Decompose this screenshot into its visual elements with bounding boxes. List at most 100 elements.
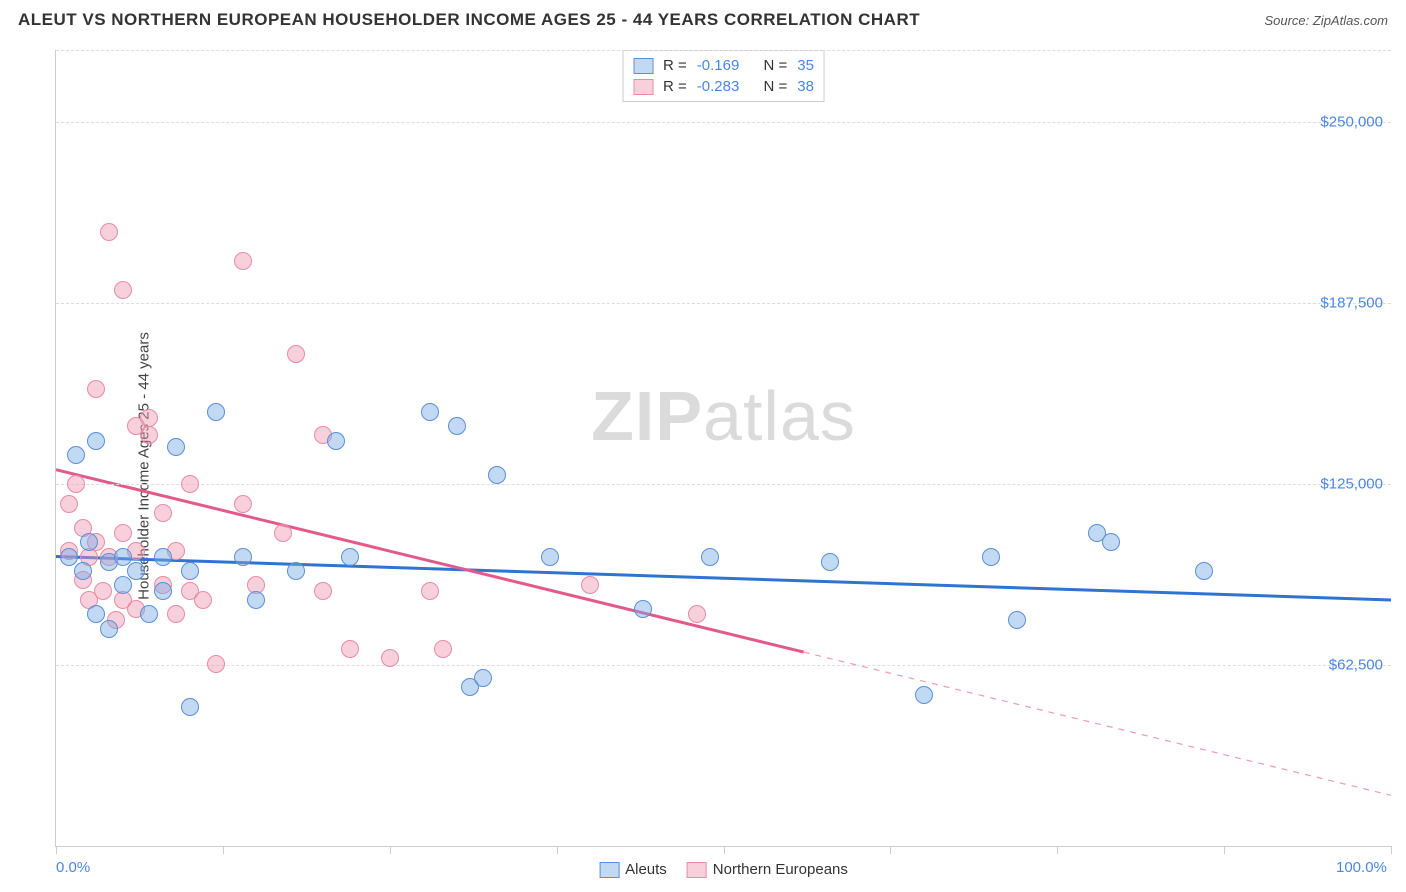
data-point-aleuts — [154, 582, 172, 600]
swatch-neuro — [687, 862, 707, 878]
data-point-neuro — [114, 281, 132, 299]
gridline — [56, 122, 1391, 123]
data-point-neuro — [154, 504, 172, 522]
series-legend: Aleuts Northern Europeans — [599, 861, 848, 878]
x-tick — [1224, 846, 1225, 854]
data-point-aleuts — [821, 553, 839, 571]
gridline — [56, 484, 1391, 485]
data-point-neuro — [287, 345, 305, 363]
gridline — [56, 665, 1391, 666]
data-point-aleuts — [421, 403, 439, 421]
data-point-aleuts — [541, 548, 559, 566]
watermark: ZIPatlas — [591, 376, 856, 456]
legend-item-neuro: Northern Europeans — [687, 861, 848, 878]
x-tick-label: 100.0% — [1336, 859, 1387, 876]
r-label: R = — [663, 78, 687, 95]
plot-area: ZIPatlas R = -0.169 N = 35 R = -0.283 N … — [55, 50, 1391, 847]
data-point-aleuts — [100, 620, 118, 638]
data-point-neuro — [140, 426, 158, 444]
x-tick-label: 0.0% — [56, 859, 90, 876]
data-point-neuro — [341, 640, 359, 658]
data-point-aleuts — [634, 600, 652, 618]
data-point-aleuts — [87, 605, 105, 623]
legend-item-aleuts: Aleuts — [599, 861, 667, 878]
watermark-light: atlas — [703, 377, 856, 455]
data-point-aleuts — [234, 548, 252, 566]
data-point-neuro — [194, 591, 212, 609]
data-point-aleuts — [140, 605, 158, 623]
data-point-aleuts — [247, 591, 265, 609]
legend-row-neuro: R = -0.283 N = 38 — [633, 76, 814, 97]
data-point-neuro — [181, 475, 199, 493]
data-point-aleuts — [114, 576, 132, 594]
n-label: N = — [764, 78, 788, 95]
swatch-aleuts — [599, 862, 619, 878]
n-label: N = — [764, 57, 788, 74]
data-point-aleuts — [60, 548, 78, 566]
data-point-neuro — [688, 605, 706, 623]
correlation-legend: R = -0.169 N = 35 R = -0.283 N = 38 — [622, 50, 825, 102]
data-point-neuro — [140, 409, 158, 427]
data-point-aleuts — [127, 562, 145, 580]
data-point-aleuts — [474, 669, 492, 687]
source-label: Source: ZipAtlas.com — [1264, 13, 1388, 28]
data-point-aleuts — [154, 548, 172, 566]
data-point-aleuts — [114, 548, 132, 566]
y-tick-label: $62,500 — [1329, 657, 1383, 674]
data-point-aleuts — [87, 432, 105, 450]
data-point-neuro — [421, 582, 439, 600]
data-point-aleuts — [1102, 533, 1120, 551]
x-tick — [56, 846, 57, 854]
data-point-aleuts — [287, 562, 305, 580]
legend-label-aleuts: Aleuts — [625, 861, 667, 878]
data-point-neuro — [167, 605, 185, 623]
x-tick — [390, 846, 391, 854]
x-tick — [1057, 846, 1058, 854]
r-value-neuro: -0.283 — [697, 78, 740, 95]
data-point-aleuts — [67, 446, 85, 464]
data-point-aleuts — [1008, 611, 1026, 629]
r-value-aleuts: -0.169 — [697, 57, 740, 74]
data-point-aleuts — [701, 548, 719, 566]
data-point-aleuts — [207, 403, 225, 421]
data-point-aleuts — [181, 562, 199, 580]
data-point-neuro — [434, 640, 452, 658]
x-tick — [724, 846, 725, 854]
data-point-neuro — [87, 380, 105, 398]
chart-title: ALEUT VS NORTHERN EUROPEAN HOUSEHOLDER I… — [18, 10, 920, 30]
data-point-aleuts — [1195, 562, 1213, 580]
data-point-neuro — [114, 524, 132, 542]
n-value-aleuts: 35 — [797, 57, 814, 74]
legend-row-aleuts: R = -0.169 N = 35 — [633, 55, 814, 76]
y-tick-label: $187,500 — [1320, 295, 1383, 312]
swatch-aleuts — [633, 58, 653, 74]
data-point-aleuts — [80, 533, 98, 551]
gridline — [56, 303, 1391, 304]
r-label: R = — [663, 57, 687, 74]
x-tick — [223, 846, 224, 854]
data-point-aleuts — [74, 562, 92, 580]
data-point-neuro — [207, 655, 225, 673]
x-tick — [557, 846, 558, 854]
data-point-aleuts — [448, 417, 466, 435]
data-point-neuro — [581, 576, 599, 594]
regression-lines — [56, 50, 1391, 846]
y-tick-label: $125,000 — [1320, 476, 1383, 493]
data-point-neuro — [234, 252, 252, 270]
data-point-aleuts — [167, 438, 185, 456]
data-point-aleuts — [341, 548, 359, 566]
data-point-aleuts — [181, 698, 199, 716]
data-point-neuro — [234, 495, 252, 513]
data-point-aleuts — [488, 466, 506, 484]
legend-label-neuro: Northern Europeans — [713, 861, 848, 878]
x-tick — [1391, 846, 1392, 854]
swatch-neuro — [633, 79, 653, 95]
x-tick — [890, 846, 891, 854]
data-point-neuro — [314, 582, 332, 600]
data-point-neuro — [381, 649, 399, 667]
data-point-neuro — [100, 223, 118, 241]
gridline — [56, 50, 1391, 51]
watermark-bold: ZIP — [591, 377, 703, 455]
data-point-neuro — [67, 475, 85, 493]
data-point-aleuts — [327, 432, 345, 450]
